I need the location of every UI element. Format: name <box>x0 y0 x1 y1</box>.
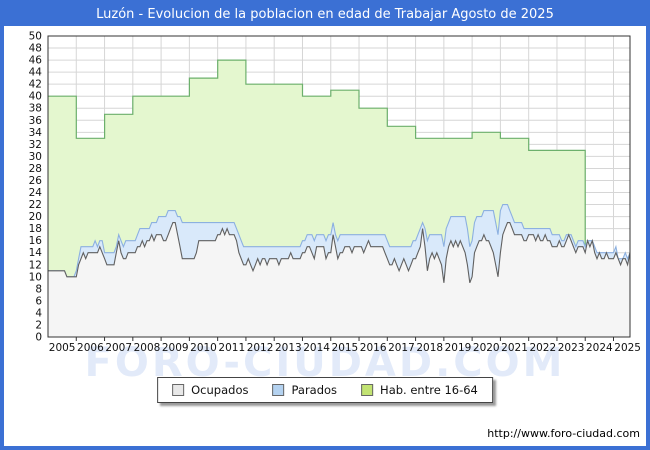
x-axis-label: 2007 <box>105 342 132 354</box>
y-axis-label: 10 <box>29 271 42 283</box>
hab-swatch-icon <box>361 384 374 396</box>
x-axis-label: 2015 <box>332 342 359 354</box>
y-axis-label: 30 <box>29 151 42 163</box>
x-axis-label: 2024 <box>586 342 613 354</box>
y-axis-label: 20 <box>29 211 42 223</box>
y-axis-label: 12 <box>29 259 42 271</box>
y-axis-label: 50 <box>29 31 42 43</box>
y-axis-label: 8 <box>35 283 42 295</box>
y-axis-label: 14 <box>29 247 43 259</box>
legend-item-parados: Parados <box>272 383 337 397</box>
y-axis-label: 24 <box>29 187 43 199</box>
y-axis-label: 4 <box>35 307 42 319</box>
x-axis-label: 2005 <box>49 342 76 354</box>
ocupados-line <box>48 222 631 283</box>
parados-swatch-icon <box>272 384 285 396</box>
y-axis-label: 44 <box>29 67 43 79</box>
x-axis-label: 2025 <box>614 342 641 354</box>
x-axis-label: 2019 <box>445 342 472 354</box>
x-axis-label: 2016 <box>360 342 387 354</box>
legend-item-ocupados: Ocupados <box>172 383 248 397</box>
y-axis-label: 16 <box>29 235 43 247</box>
y-axis-label: 28 <box>29 163 42 175</box>
x-axis-label: 2022 <box>529 342 556 354</box>
y-axis-label: 6 <box>35 295 42 307</box>
x-axis-label: 2011 <box>218 342 245 354</box>
ocupados-area <box>48 222 630 337</box>
y-axis-label: 2 <box>35 319 42 331</box>
legend: Ocupados Parados Hab. entre 16-64 <box>157 377 493 403</box>
x-axis-label: 2021 <box>501 342 528 354</box>
legend-label-hab: Hab. entre 16-64 <box>380 383 478 397</box>
x-axis-label: 2020 <box>473 342 500 354</box>
ocupados-swatch-icon <box>172 384 185 396</box>
x-axis-label: 2012 <box>247 342 274 354</box>
x-axis-label: 2014 <box>303 342 330 354</box>
x-axis-label: 2008 <box>134 342 161 354</box>
legend-item-hab: Hab. entre 16-64 <box>361 383 478 397</box>
y-axis-label: 36 <box>29 115 43 127</box>
y-axis-label: 46 <box>29 55 43 67</box>
y-axis-label: 42 <box>29 79 42 91</box>
legend-label-parados: Parados <box>291 383 338 397</box>
y-axis-label: 40 <box>29 91 42 103</box>
x-axis-label: 2018 <box>416 342 443 354</box>
x-axis-label: 2006 <box>77 342 104 354</box>
page-title: Luzón - Evolucion de la poblacion en eda… <box>4 4 646 26</box>
source-url: http://www.foro-ciudad.com <box>487 427 640 440</box>
x-axis-label: 2009 <box>162 342 189 354</box>
x-axis-label: 2010 <box>190 342 217 354</box>
y-axis-label: 38 <box>29 103 42 115</box>
y-axis-label: 18 <box>29 223 42 235</box>
plot-border <box>47 35 631 338</box>
x-axis-label: 2023 <box>558 342 585 354</box>
y-axis-label: 0 <box>35 332 42 344</box>
population-area-chart: 0246810121416182022242628303234363840424… <box>29 31 641 355</box>
hab-line <box>48 59 586 337</box>
legend-label-ocupados: Ocupados <box>191 383 249 397</box>
parados-line <box>48 204 631 278</box>
x-axis-label: 2013 <box>275 342 302 354</box>
y-axis-label: 32 <box>29 139 42 151</box>
y-axis-label: 22 <box>29 199 42 211</box>
y-axis-label: 34 <box>29 127 43 139</box>
y-axis-label: 26 <box>29 175 43 187</box>
x-axis-label: 2017 <box>388 342 415 354</box>
y-axis-label: 48 <box>29 43 42 55</box>
